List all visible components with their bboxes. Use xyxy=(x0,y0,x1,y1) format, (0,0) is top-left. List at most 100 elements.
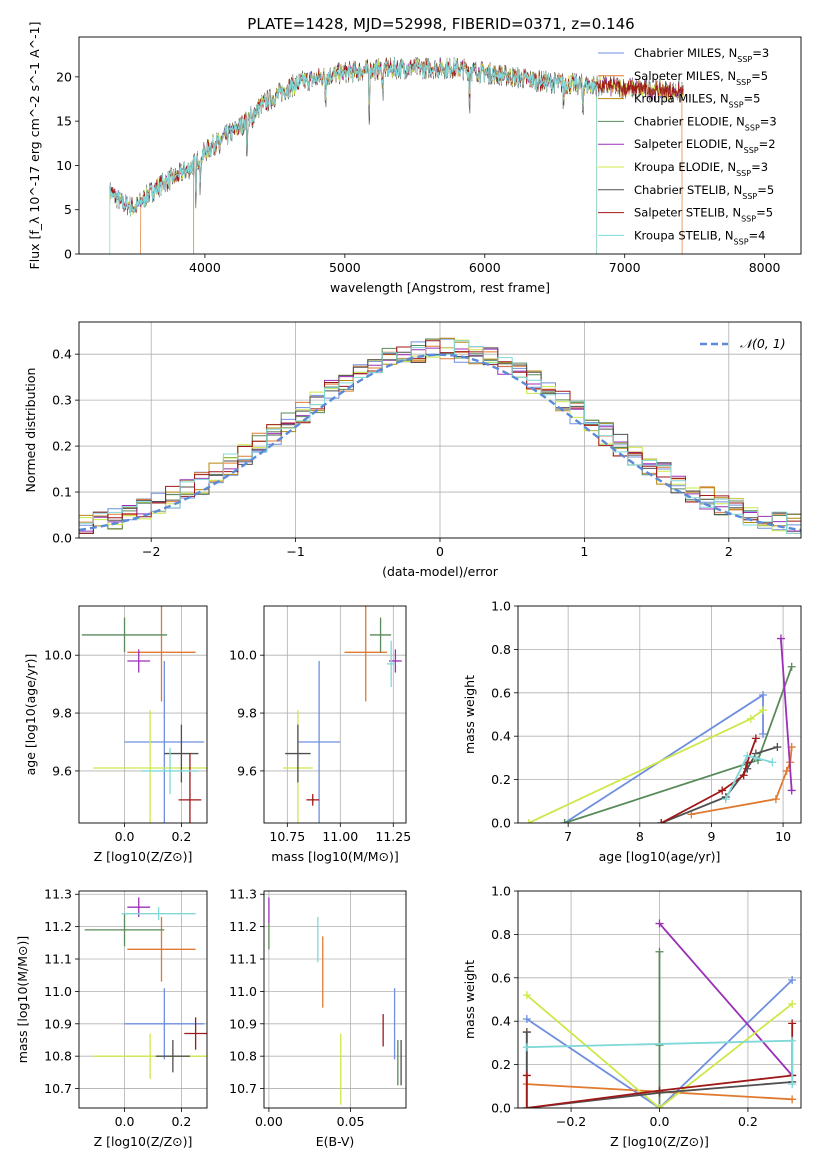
weight-marker xyxy=(655,1104,664,1108)
axes-frame xyxy=(263,605,407,824)
histogram-series-7 xyxy=(79,340,801,534)
legend-entry: Salpeter STELIB, NSSP=5 xyxy=(634,206,773,224)
y-tick-label: 9.6 xyxy=(52,763,72,778)
legend-entry: Kroupa STELIB, NSSP=4 xyxy=(634,228,765,246)
chart-weight_vs_Z: −0.2 0.0 0.2 0.0 0.2 0.4 0.6 0.8 1.0 Z [log10(Z/Z… xyxy=(462,884,802,1149)
figure-title: PLATE=1428, MJD=52998, FIBERID=0371, z=0… xyxy=(247,15,634,33)
weight-marker xyxy=(788,1019,797,1028)
y-tick-label: 0.2 xyxy=(491,1057,511,1072)
weight-series-2 xyxy=(564,666,793,823)
y-tick-label: 0.8 xyxy=(491,927,511,942)
y-axis-label: age [log10(age/yr)] xyxy=(23,654,38,776)
y-tick-label: 9.8 xyxy=(52,706,72,721)
weight-marker xyxy=(788,999,797,1008)
y-tick-label: 11.0 xyxy=(229,984,257,999)
x-tick-label: 2 xyxy=(725,544,733,559)
weight-marker xyxy=(788,1095,797,1104)
plot-area xyxy=(518,891,801,1108)
y-tick-label: 1.0 xyxy=(491,599,511,614)
axes-frame xyxy=(78,321,802,539)
weight-marker xyxy=(743,751,752,760)
legend-entry: 𝒩(0, 1) xyxy=(740,336,786,351)
weight-marker xyxy=(655,1086,664,1095)
y-tick-label: 0.8 xyxy=(491,642,511,657)
weight-marker xyxy=(522,1071,531,1080)
weight-marker xyxy=(560,819,569,823)
x-tick-label: 0.2 xyxy=(171,1114,191,1129)
y-tick-label: 11.2 xyxy=(229,919,257,934)
x-tick-label: 11.25 xyxy=(375,829,411,844)
x-axis-label: wavelength [Angstrom, rest frame] xyxy=(330,280,550,295)
weight-series-5 xyxy=(525,1032,793,1108)
spectrum-legend: Chabrier MILES, NSSP=3 Salpeter MILES, NS… xyxy=(598,46,777,246)
weight-marker xyxy=(739,771,748,780)
weight-marker xyxy=(524,819,533,823)
y-axis-label: mass weight xyxy=(462,675,477,754)
weight-series-4 xyxy=(528,709,764,823)
weight-marker xyxy=(773,743,782,752)
weight-marker xyxy=(771,795,780,804)
y-tick-label: 15 xyxy=(56,114,72,129)
weight-series-3 xyxy=(780,638,793,791)
legend-entry: Kroupa ELODIE, NSSP=3 xyxy=(634,160,768,178)
weight-marker xyxy=(522,1028,531,1037)
weight-marker xyxy=(759,690,768,699)
weight-marker xyxy=(759,730,768,739)
x-tick-label: 8 xyxy=(636,829,644,844)
legend-entry: Chabrier STELIB, NSSP=5 xyxy=(634,183,774,201)
weight-marker xyxy=(751,753,760,762)
y-tick-label: 9.8 xyxy=(237,706,257,721)
y-tick-label: 1.0 xyxy=(491,884,511,899)
axes-frame xyxy=(78,890,208,1109)
y-tick-label: 0.6 xyxy=(491,970,511,985)
weight-marker xyxy=(746,714,755,723)
x-tick-label: −1 xyxy=(286,544,304,559)
x-tick-label: 10 xyxy=(775,829,791,844)
plot-area xyxy=(518,606,801,823)
y-tick-label: 0 xyxy=(64,247,72,262)
weight-marker xyxy=(655,919,664,928)
weight-marker xyxy=(788,1080,797,1089)
x-tick-label: 0.2 xyxy=(738,1114,758,1129)
legend-entry: Chabrier MILES, NSSP=3 xyxy=(634,46,769,64)
y-tick-label: 10.7 xyxy=(44,1081,72,1096)
y-tick-label: 11.2 xyxy=(44,919,72,934)
x-tick-label: 0.0 xyxy=(115,829,135,844)
chart-age_vs_Z: 0.0 0.2 9.6 9.8 10.0 Z [log10(Z/Z⊙)] age [log1… xyxy=(23,605,208,864)
y-tick-label: 10 xyxy=(56,158,72,173)
y-tick-label: 10.7 xyxy=(229,1081,257,1096)
weight-marker xyxy=(759,706,768,715)
x-tick-label: 11.00 xyxy=(322,829,358,844)
x-tick-label: 9 xyxy=(707,829,715,844)
y-tick-label: 0.4 xyxy=(491,729,511,744)
x-tick-label: 6000 xyxy=(469,260,501,275)
weight-marker xyxy=(657,819,666,823)
x-axis-label: mass [log10(M/M⊙)] xyxy=(271,849,399,864)
weight-marker xyxy=(776,634,785,643)
plot-area xyxy=(79,891,207,1108)
plot-area xyxy=(109,56,684,254)
y-tick-label: 10.0 xyxy=(44,648,72,663)
weight-marker xyxy=(751,734,760,743)
weight-marker xyxy=(655,1041,664,1050)
weight-marker xyxy=(788,975,797,984)
axes-frame xyxy=(78,36,802,255)
weight-marker xyxy=(655,947,664,956)
chart-spectrum: 4000 5000 6000 7000 8000 0 5 10 15 20 wavelength [… xyxy=(27,22,802,295)
y-tick-label: 11.3 xyxy=(44,887,72,902)
x-tick-label: 10.75 xyxy=(269,829,305,844)
weight-series-3 xyxy=(658,922,793,1077)
y-tick-label: 10.0 xyxy=(229,648,257,663)
x-tick-label: 0.2 xyxy=(171,829,191,844)
axes-frame xyxy=(517,890,802,1109)
weight-marker xyxy=(522,1043,531,1052)
x-tick-label: 8000 xyxy=(749,260,781,275)
weight-marker xyxy=(522,1104,531,1108)
y-axis-label: Normed distribution xyxy=(23,368,38,493)
spectrum-series-8 xyxy=(109,58,598,254)
x-tick-label: 0 xyxy=(436,544,444,559)
y-axis-label: Flux [f_λ 10^-17 erg cm^-2 s^-1 A^-1] xyxy=(27,22,42,270)
weight-marker xyxy=(718,786,727,795)
chart-mass_vs_ebv: 0.00 0.05 10.7 10.8 10.9 11.0 11.1 11.2 11.3 E(B-… xyxy=(229,887,407,1149)
x-tick-label: 7000 xyxy=(609,260,641,275)
